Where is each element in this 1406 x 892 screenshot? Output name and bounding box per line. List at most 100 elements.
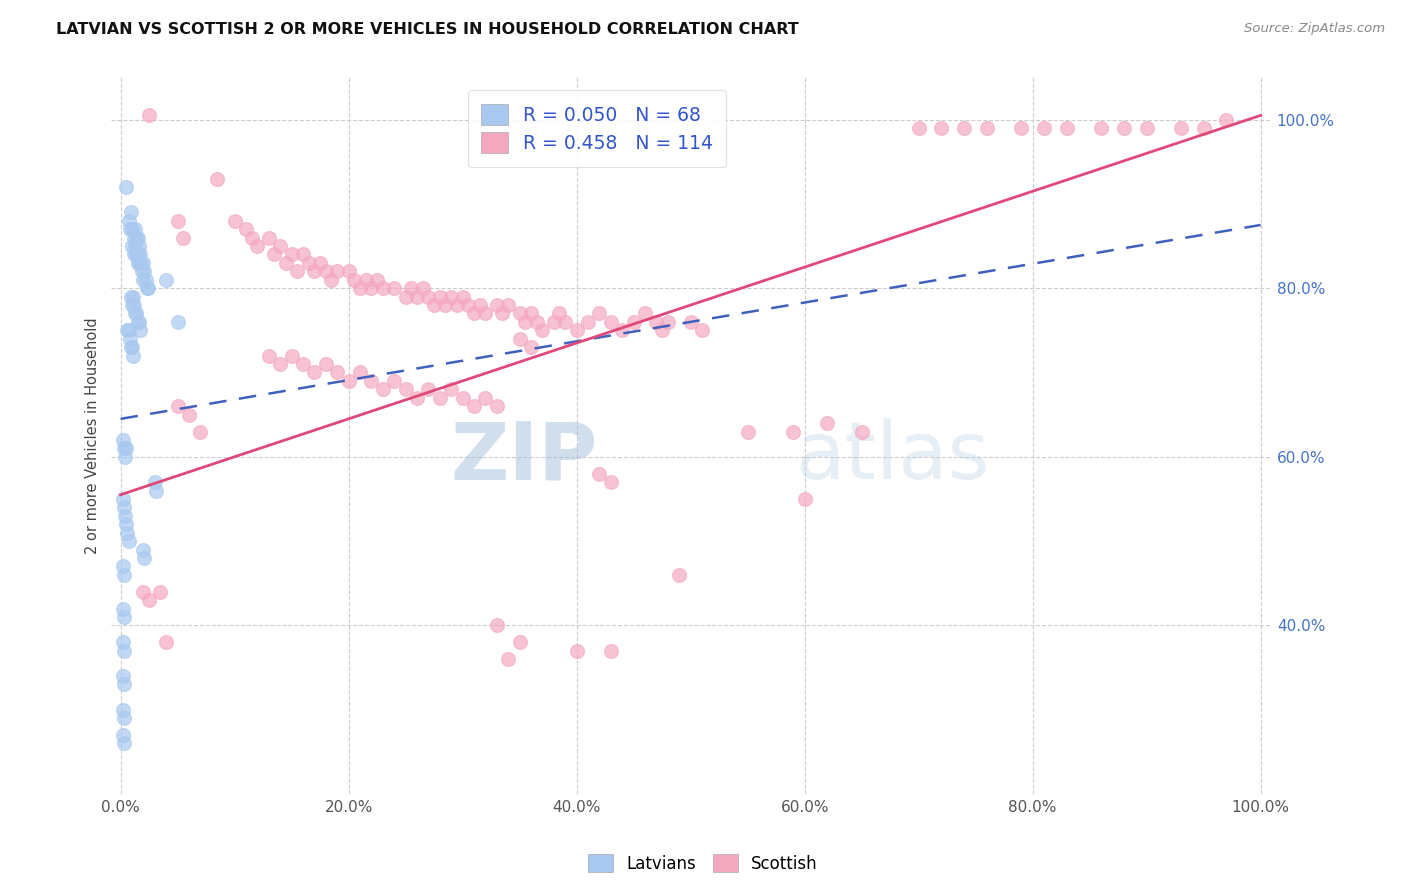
Point	[263, 247, 285, 261]
Point	[468, 298, 491, 312]
Point	[565, 643, 588, 657]
Point	[554, 315, 576, 329]
Point	[474, 306, 496, 320]
Point	[291, 247, 314, 261]
Point	[111, 433, 134, 447]
Point	[1090, 121, 1112, 136]
Point	[543, 315, 565, 329]
Point	[817, 416, 839, 430]
Point	[246, 239, 269, 253]
Point	[1215, 112, 1237, 127]
Point	[440, 290, 463, 304]
Point	[446, 298, 468, 312]
Point	[120, 205, 142, 219]
Point	[851, 425, 873, 439]
Point	[354, 273, 377, 287]
Point	[520, 340, 543, 354]
Point	[269, 357, 291, 371]
Point	[112, 711, 135, 725]
Point	[457, 298, 479, 312]
Point	[129, 247, 152, 261]
Point	[315, 264, 337, 278]
Point	[177, 408, 200, 422]
Text: ZIP: ZIP	[451, 418, 598, 496]
Point	[122, 247, 145, 261]
Point	[526, 315, 548, 329]
Point	[112, 677, 135, 691]
Point	[463, 306, 485, 320]
Point	[371, 281, 394, 295]
Point	[291, 357, 314, 371]
Point	[371, 382, 394, 396]
Point	[145, 483, 167, 498]
Point	[366, 273, 388, 287]
Point	[112, 500, 135, 515]
Text: atlas: atlas	[794, 418, 990, 496]
Point	[520, 306, 543, 320]
Point	[976, 121, 998, 136]
Point	[326, 264, 349, 278]
Point	[485, 618, 508, 632]
Point	[122, 230, 145, 244]
Point	[166, 315, 188, 329]
Point	[127, 230, 149, 244]
Point	[111, 491, 134, 506]
Point	[382, 374, 405, 388]
Point	[634, 306, 657, 320]
Point	[931, 121, 953, 136]
Point	[274, 256, 297, 270]
Point	[269, 239, 291, 253]
Point	[793, 491, 815, 506]
Point	[112, 442, 135, 456]
Text: LATVIAN VS SCOTTISH 2 OR MORE VEHICLES IN HOUSEHOLD CORRELATION CHART: LATVIAN VS SCOTTISH 2 OR MORE VEHICLES I…	[56, 22, 799, 37]
Point	[651, 323, 673, 337]
Point	[155, 273, 177, 287]
Point	[496, 298, 519, 312]
Point	[121, 340, 143, 354]
Point	[429, 391, 451, 405]
Point	[129, 323, 152, 337]
Point	[118, 332, 141, 346]
Point	[138, 108, 160, 122]
Point	[690, 323, 713, 337]
Point	[134, 264, 156, 278]
Point	[114, 508, 136, 523]
Point	[491, 306, 513, 320]
Point	[132, 273, 155, 287]
Point	[1112, 121, 1135, 136]
Point	[418, 382, 440, 396]
Point	[337, 264, 360, 278]
Point	[166, 213, 188, 227]
Point	[451, 290, 474, 304]
Point	[125, 247, 148, 261]
Point	[304, 264, 326, 278]
Point	[132, 542, 155, 557]
Point	[122, 298, 145, 312]
Point	[280, 349, 302, 363]
Point	[463, 399, 485, 413]
Point	[623, 315, 645, 329]
Point	[120, 290, 142, 304]
Point	[394, 290, 416, 304]
Point	[509, 306, 531, 320]
Point	[111, 728, 134, 742]
Point	[112, 643, 135, 657]
Point	[122, 349, 145, 363]
Point	[111, 669, 134, 683]
Point	[434, 298, 457, 312]
Point	[134, 551, 156, 566]
Point	[782, 425, 804, 439]
Point	[120, 340, 142, 354]
Point	[548, 306, 571, 320]
Point	[111, 703, 134, 717]
Point	[128, 315, 150, 329]
Point	[112, 736, 135, 750]
Point	[149, 584, 172, 599]
Point	[1033, 121, 1056, 136]
Point	[125, 230, 148, 244]
Point	[132, 256, 155, 270]
Point	[485, 298, 508, 312]
Point	[406, 391, 429, 405]
Point	[127, 256, 149, 270]
Point	[240, 230, 263, 244]
